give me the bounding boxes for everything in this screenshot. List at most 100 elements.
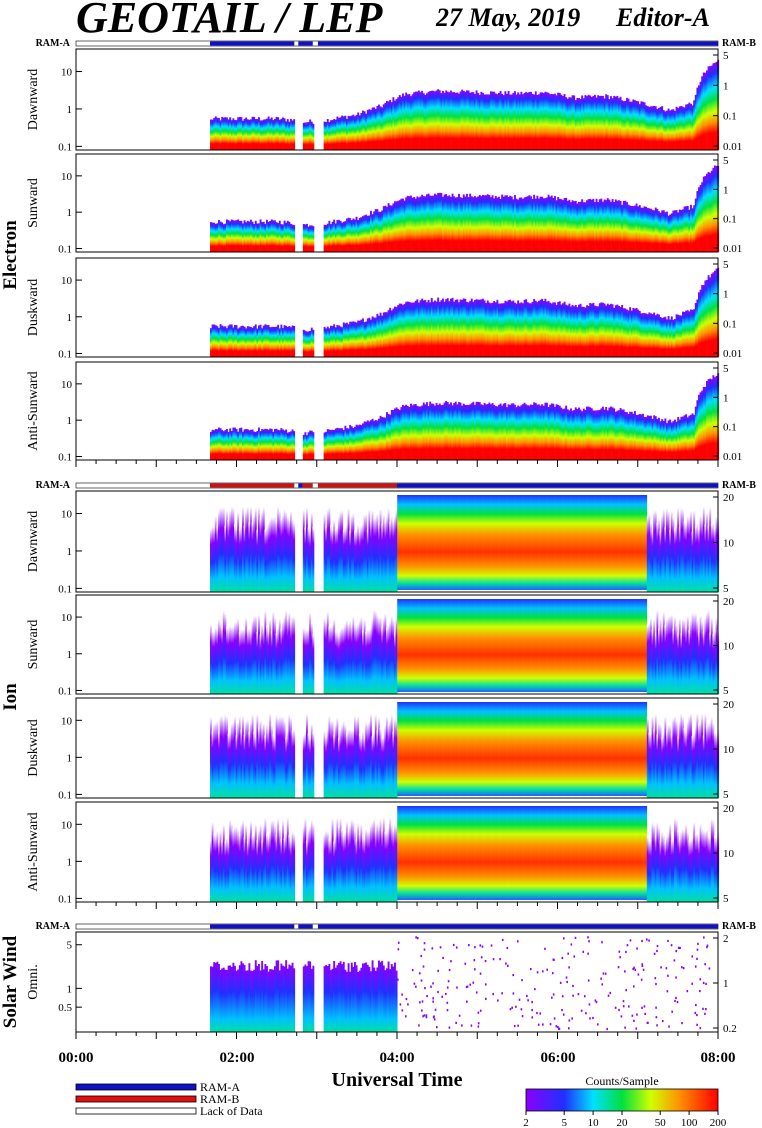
spectrogram-strip: [437, 806, 440, 900]
spectrogram-strip: [427, 806, 430, 900]
spectrogram-strip: [520, 495, 523, 590]
spectrogram-strip: [579, 599, 582, 692]
spectrogram-dot: [536, 1011, 538, 1015]
spectrogram-strip: [672, 838, 675, 902]
spectrogram-strip: [290, 118, 292, 150]
spectrogram-strip: [427, 91, 430, 150]
spectrogram-strip: [378, 211, 380, 252]
spectrogram-strip: [698, 838, 700, 902]
spectrogram-strip: [224, 714, 227, 798]
spectrogram-strip: [624, 200, 627, 252]
spectrogram-strip: [512, 806, 515, 900]
spectrogram-strip: [285, 429, 288, 460]
spectrogram-strip: [504, 702, 507, 796]
spectrogram-strip: [269, 618, 272, 694]
spectrogram-strip: [402, 599, 404, 692]
chart-editor: Editor-A: [615, 3, 710, 32]
spectrogram-strip: [235, 120, 238, 150]
spectrogram-strip: [326, 326, 329, 357]
spectrogram-strip: [594, 702, 596, 796]
spectrogram-strip: [352, 427, 355, 460]
spectrogram-strip: [578, 806, 580, 900]
spectrogram-strip: [632, 99, 635, 150]
spectrogram-strip: [648, 312, 651, 357]
spectrogram-strip: [592, 495, 595, 590]
spectrogram-strip: [355, 719, 358, 798]
spectrogram-strip: [270, 117, 273, 150]
spectrogram-strip: [475, 197, 478, 252]
spectrogram-strip: [517, 702, 520, 796]
spectrogram-strip: [339, 117, 342, 150]
spectrogram-strip: [563, 495, 566, 590]
spectrogram-strip: [648, 623, 651, 694]
spectrogram-dot: [565, 976, 568, 979]
spectrogram-strip: [650, 617, 652, 694]
spectrogram-strip: [704, 524, 707, 592]
spectrogram-strip: [570, 702, 572, 796]
spectrogram-strip: [416, 702, 419, 796]
spectrogram-strip: [654, 509, 657, 592]
spectrogram-strip: [490, 495, 492, 590]
spectrogram-strip: [326, 611, 329, 694]
spectrogram-strip: [494, 302, 497, 357]
spectrogram-strip: [566, 305, 569, 357]
spectrogram-strip: [530, 91, 532, 150]
spectrogram-strip: [450, 402, 452, 460]
spectrogram-strip: [589, 198, 592, 252]
spectrogram-strip: [638, 205, 641, 252]
x-tick-label: 02:00: [220, 1050, 255, 1066]
spectrogram-strip: [592, 702, 595, 796]
spectrogram-strip: [285, 737, 288, 798]
spectrogram-strip: [595, 495, 598, 590]
spectrogram-strip: [336, 817, 339, 902]
spectrogram-strip: [389, 205, 392, 252]
spectrogram-strip: [397, 200, 400, 252]
right-tick-label: 0.1: [723, 318, 737, 330]
spectrogram-strip: [669, 319, 672, 357]
spectrogram-dot: [708, 967, 711, 970]
spectrogram-strip: [552, 197, 555, 252]
spectrogram-strip: [374, 209, 377, 252]
spectrogram-strip: [466, 193, 468, 252]
spectrogram-strip: [573, 599, 576, 692]
spectrogram-strip: [667, 315, 670, 357]
spectrogram-strip: [622, 308, 625, 357]
spectrogram-strip: [350, 220, 353, 252]
spectrogram-strip: [248, 732, 251, 798]
spectrogram-strip: [323, 513, 326, 592]
spectrogram-strip: [277, 223, 280, 252]
spectrogram-strip: [530, 404, 532, 460]
spectrogram-strip: [440, 495, 443, 590]
right-tick-label: 20: [723, 699, 735, 711]
spectrogram-dot: [551, 972, 554, 975]
spectrogram-strip: [667, 832, 670, 902]
spectrogram-strip: [688, 311, 691, 357]
spectrogram-strip: [518, 599, 521, 692]
spectrogram-strip: [494, 406, 497, 460]
spectrogram-strip: [334, 630, 337, 694]
spectrogram-strip: [237, 328, 240, 357]
spectrogram-strip: [528, 303, 531, 357]
ram-label-right: RAM-B: [722, 38, 756, 49]
spectrogram-strip: [259, 719, 262, 798]
spectrogram-strip: [437, 495, 440, 590]
spectrogram-strip: [486, 806, 489, 900]
spectrogram-dot: [404, 1015, 407, 1018]
spectrogram-strip: [462, 298, 465, 357]
spectrogram-strip: [467, 599, 470, 692]
colorbar-ticks: 2 5 10 20 50 100 200: [523, 1111, 727, 1128]
spectrogram-strip: [586, 495, 588, 590]
spectrogram-strip: [563, 599, 566, 692]
spectrogram-strip: [613, 806, 616, 900]
spectrogram-strip: [467, 405, 470, 460]
spectrogram-strip: [486, 495, 489, 590]
spectrogram-strip: [707, 609, 710, 694]
spectrogram-strip: [691, 531, 694, 592]
spectrogram-strip: [592, 302, 595, 357]
spectrogram-dot: [704, 963, 706, 966]
spectrogram-strip: [710, 273, 713, 357]
spectrogram-strip: [483, 195, 486, 252]
spectrogram-strip: [654, 835, 657, 902]
spectrogram-strip: [597, 95, 600, 150]
spectrogram-dot: [445, 992, 447, 996]
